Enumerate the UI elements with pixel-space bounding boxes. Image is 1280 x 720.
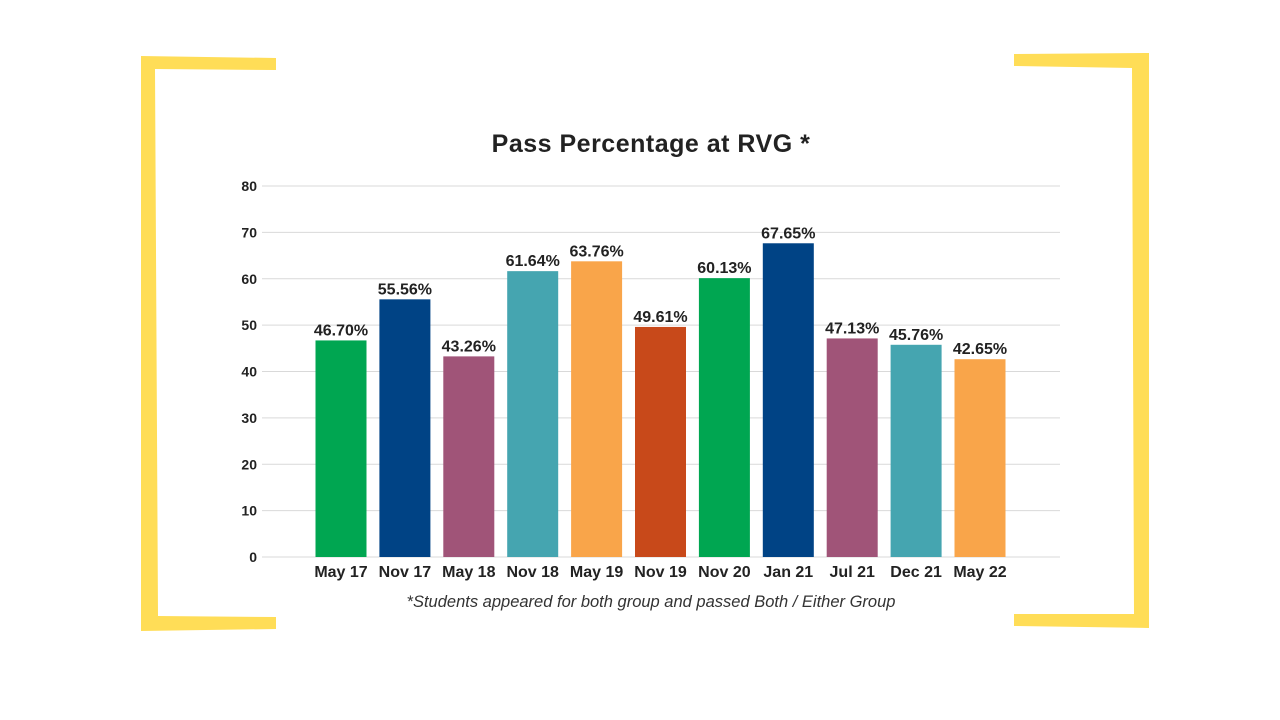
chart-title: Pass Percentage at RVG *: [492, 130, 811, 158]
data-label: 55.56%: [378, 281, 432, 298]
chart-footnote: *Students appeared for both group and pa…: [407, 593, 896, 611]
bar: [762, 243, 814, 557]
bracket-left-shape: [141, 56, 276, 631]
x-tick-label: May 22: [953, 564, 1006, 581]
y-tick-label: 40: [241, 364, 257, 380]
x-tick-label: May 17: [314, 564, 367, 581]
x-tick-label: May 19: [570, 564, 623, 581]
data-label: 49.61%: [633, 309, 687, 326]
data-label: 63.76%: [569, 243, 623, 260]
bracket-right: [1014, 53, 1149, 628]
bar: [379, 299, 431, 557]
bars: [315, 243, 1006, 557]
bar: [507, 271, 559, 557]
data-label: 45.76%: [889, 327, 943, 344]
bar: [571, 261, 623, 557]
data-label: 43.26%: [442, 338, 496, 355]
y-axis-ticks: 0 10 20 30 40 50 60 70 80: [241, 178, 257, 565]
x-tick-label: Dec 21: [890, 564, 942, 581]
data-label: 46.70%: [314, 322, 368, 339]
data-labels: 46.70% 55.56% 43.26% 61.64% 63.76% 49.61% 60.1…: [314, 225, 1007, 358]
y-tick-label: 50: [241, 317, 257, 333]
y-tick-label: 70: [241, 224, 257, 240]
x-tick-label: May 18: [442, 564, 495, 581]
bar: [315, 340, 367, 557]
x-tick-label: Nov 17: [379, 564, 432, 581]
bar: [635, 326, 686, 557]
bar: [954, 359, 1006, 557]
y-tick-label: 0: [249, 549, 257, 565]
bar: [890, 344, 942, 557]
data-label: 47.13%: [825, 320, 879, 337]
data-label: 67.65%: [761, 225, 815, 242]
bracket-right-shape: [1014, 53, 1149, 628]
y-tick-label: 10: [241, 503, 257, 519]
data-label: 42.65%: [953, 341, 1007, 358]
x-tick-label: Nov 19: [634, 564, 687, 581]
y-tick-label: 80: [241, 178, 257, 194]
bar: [698, 278, 750, 557]
x-tick-label: Nov 18: [506, 564, 559, 581]
x-tick-label: Jan 21: [763, 564, 813, 581]
y-tick-label: 20: [241, 456, 257, 472]
bracket-left: [141, 56, 276, 631]
x-axis-categories: May 17 Nov 17 May 18 Nov 18 May 19 Nov 19 Nov …: [314, 564, 1006, 581]
bar: [826, 338, 878, 557]
x-tick-label: Nov 20: [698, 564, 751, 581]
y-tick-label: 30: [241, 410, 257, 426]
data-label: 60.13%: [697, 260, 751, 277]
bar: [443, 356, 495, 557]
x-tick-label: Jul 21: [830, 564, 875, 581]
data-label: 61.64%: [506, 253, 560, 270]
y-tick-label: 60: [241, 271, 257, 287]
